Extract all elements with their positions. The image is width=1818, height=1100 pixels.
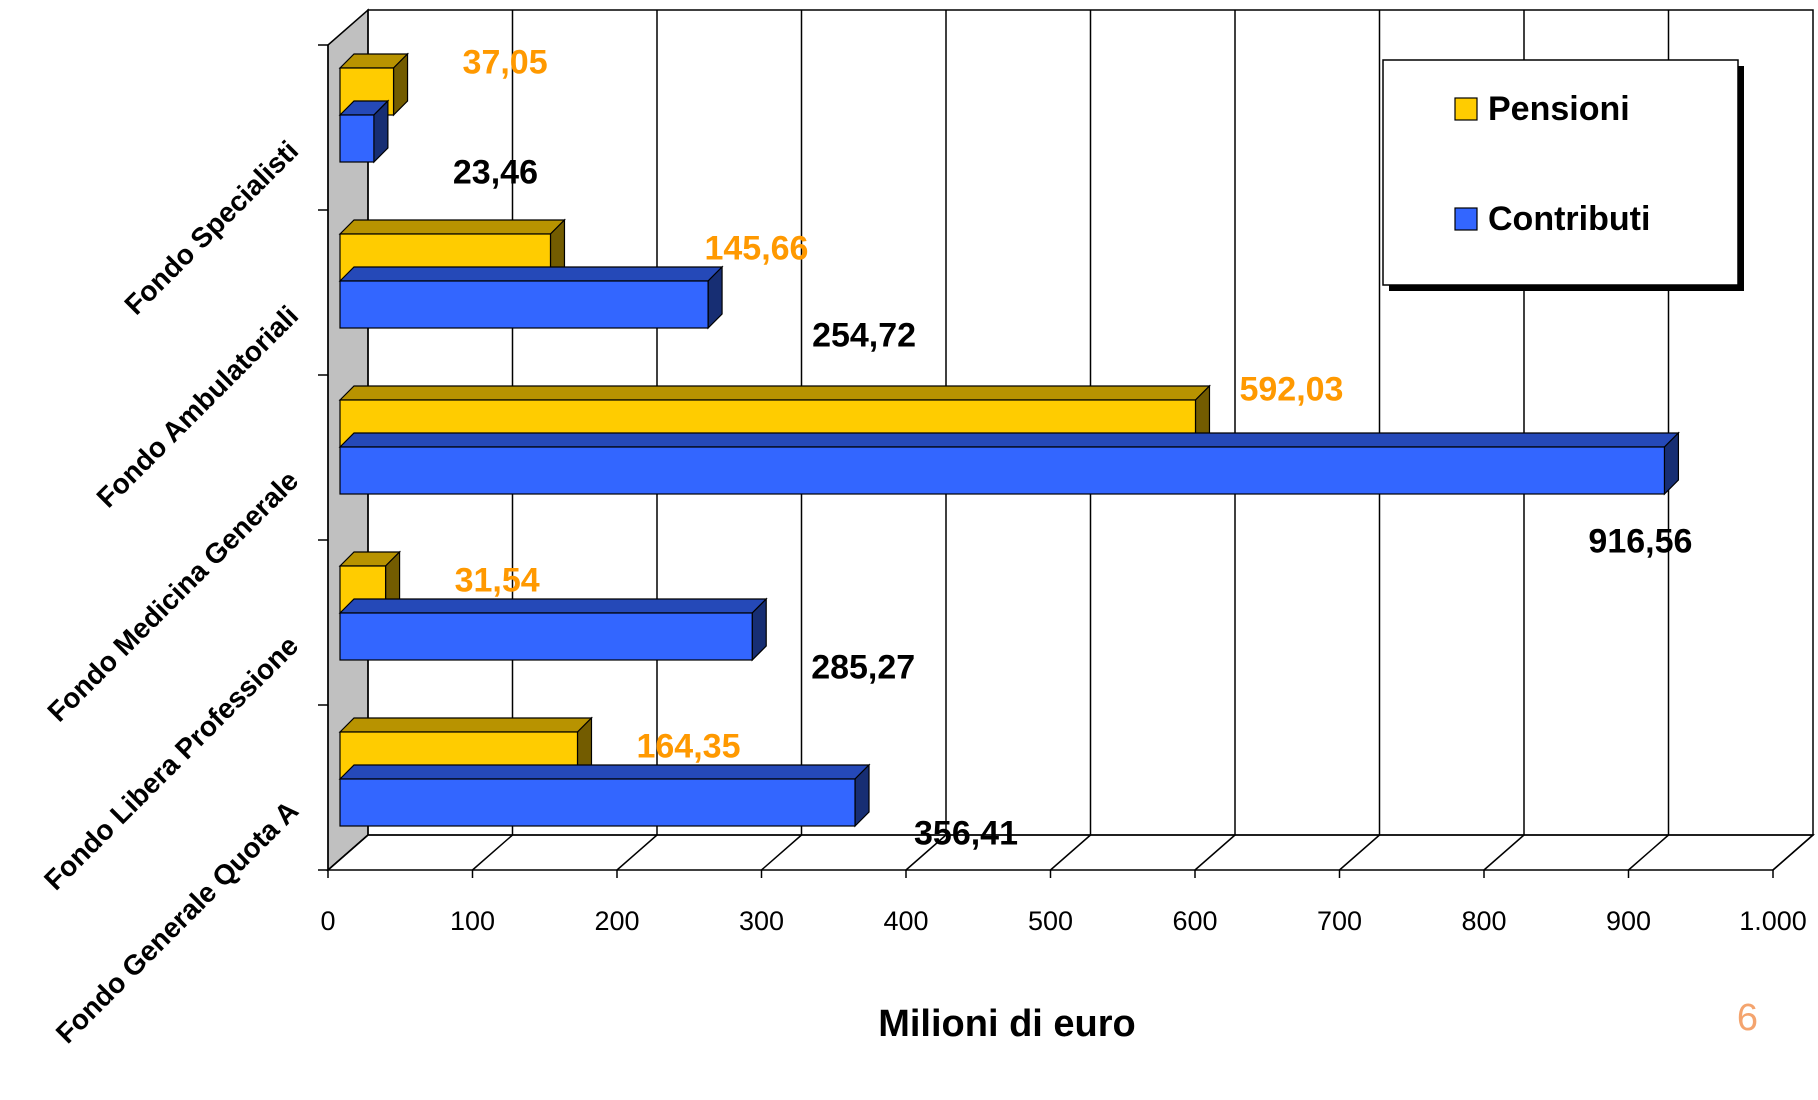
value-label-contributi: 23,46	[453, 154, 538, 192]
x-tick-label: 200	[594, 906, 639, 936]
x-tick-label: 0	[320, 906, 335, 936]
x-tick-label: 100	[450, 906, 495, 936]
bar-top-contributi	[338, 598, 768, 614]
bar-contributi	[339, 114, 375, 163]
value-label-contributi: 916,56	[1588, 523, 1692, 561]
floor-gridline	[1628, 834, 1669, 871]
bar-top-pensioni	[338, 385, 1211, 401]
bar-contributi	[339, 280, 709, 329]
floor-gridline	[616, 834, 658, 871]
floor-gridline	[1194, 834, 1236, 871]
value-label-contributi: 356,41	[914, 815, 1018, 853]
bar-contributi	[339, 778, 856, 827]
x-tick-label: 800	[1461, 906, 1506, 936]
floor-gridline	[327, 834, 369, 871]
page-number: 6	[1736, 997, 1758, 1039]
value-label-pensioni: 37,05	[463, 44, 548, 82]
value-label-contributi: 285,27	[811, 649, 915, 687]
floor-gridline	[1339, 834, 1380, 871]
x-tick-label: 300	[739, 906, 784, 936]
legend-label-pensioni: Pensioni	[1488, 90, 1630, 128]
bar-top-contributi	[338, 764, 871, 780]
floor-gridline	[761, 834, 802, 871]
legend-box	[1382, 59, 1739, 286]
bar-contributi	[339, 612, 753, 661]
floor-gridline	[905, 834, 947, 871]
value-label-contributi: 254,72	[812, 317, 916, 355]
legend-swatch-contributi	[1454, 207, 1478, 231]
bar-top-contributi	[338, 266, 724, 282]
bar-top-pensioni	[338, 219, 566, 235]
value-label-pensioni: 145,66	[704, 230, 808, 268]
value-label-pensioni: 31,54	[455, 562, 540, 600]
bar-top-contributi	[338, 432, 1680, 448]
x-tick-label: 400	[883, 906, 928, 936]
category-label: Fondo Specialisti	[118, 135, 304, 321]
floor-gridline	[1483, 834, 1525, 871]
bars	[338, 52, 1680, 828]
floor-gridline	[1050, 834, 1091, 871]
x-tick-label: 500	[1028, 906, 1073, 936]
floor-gridline	[472, 834, 513, 871]
x-axis-title: Milioni di euro	[878, 1003, 1136, 1045]
bar-top-pensioni	[338, 717, 593, 733]
x-tick-label: 1.000	[1739, 906, 1807, 936]
legend-label-contributi: Contributi	[1488, 200, 1650, 238]
x-tick-label: 600	[1172, 906, 1217, 936]
legend: Pensioni Contributi	[1382, 59, 1744, 291]
x-tick-label: 700	[1317, 906, 1362, 936]
legend-swatch-pensioni	[1454, 97, 1478, 121]
bar-contributi	[339, 446, 1666, 495]
floor-gridline	[1772, 834, 1814, 871]
value-label-pensioni: 592,03	[1239, 371, 1343, 409]
value-label-pensioni: 164,35	[636, 728, 740, 766]
x-tick-label: 900	[1606, 906, 1651, 936]
